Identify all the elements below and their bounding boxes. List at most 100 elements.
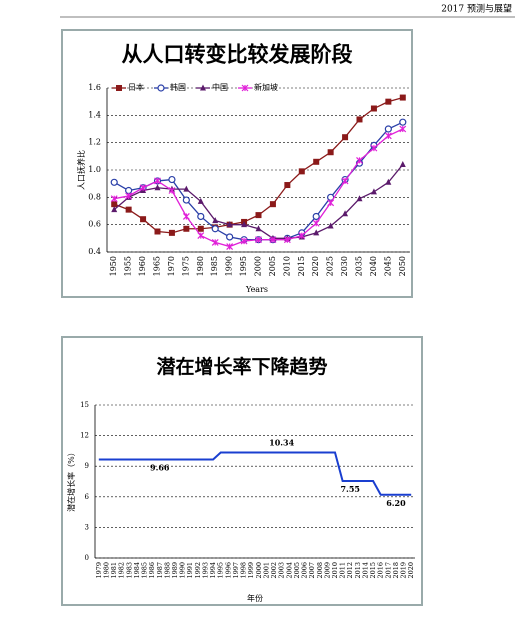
- x-tick-label: 1983: [125, 562, 133, 579]
- x-tick-label: 2008: [316, 562, 324, 579]
- y-tick-label: 0.4: [88, 247, 101, 256]
- x-tick-label: 2015: [297, 256, 306, 276]
- x-tick-label: 1991: [186, 562, 194, 579]
- chart-title: 从人口转变比较发展阶段: [122, 42, 353, 67]
- x-tick-label: 2011: [339, 562, 347, 579]
- x-tick-label: 2006: [301, 562, 309, 579]
- marker: [269, 201, 276, 208]
- marker: [313, 229, 320, 236]
- marker: [139, 184, 147, 192]
- x-tick-label: 1995: [217, 562, 225, 579]
- series-line: [98, 451, 412, 496]
- legend-label: 日本: [128, 82, 144, 92]
- x-tick-label: 2025: [326, 256, 335, 276]
- marker: [284, 182, 291, 189]
- marker: [370, 144, 378, 152]
- marker: [211, 225, 219, 233]
- marker: [111, 206, 118, 213]
- legend-label: 中国: [212, 82, 228, 92]
- x-tick-label: 2000: [254, 256, 263, 276]
- marker: [342, 210, 349, 217]
- marker: [240, 237, 248, 245]
- marker: [399, 161, 406, 168]
- marker: [370, 105, 377, 112]
- x-tick-label: 2010: [282, 256, 291, 276]
- x-tick-label: 2001: [262, 562, 270, 579]
- marker: [269, 236, 277, 244]
- x-tick-label: 2002: [270, 562, 278, 579]
- marker: [298, 232, 306, 240]
- chart-frame: [61, 336, 423, 606]
- marker: [197, 197, 204, 204]
- marker: [226, 233, 234, 241]
- x-tick-label: 1955: [124, 256, 133, 276]
- marker: [111, 201, 118, 208]
- x-tick-label: 1985: [141, 562, 149, 579]
- marker: [125, 192, 133, 200]
- x-tick-label: 1987: [156, 562, 164, 579]
- marker: [356, 116, 363, 123]
- marker: [183, 225, 190, 232]
- value-label: 10.34: [269, 438, 294, 448]
- x-axis-label: Years: [245, 285, 268, 294]
- x-tick-label: 2014: [361, 562, 369, 579]
- marker: [342, 134, 349, 141]
- x-tick-label: 2012: [346, 562, 354, 579]
- x-tick-label: 2020: [311, 256, 320, 276]
- marker: [399, 118, 407, 126]
- x-tick-label: 1980: [102, 562, 110, 579]
- x-tick-label: 1984: [133, 562, 141, 579]
- legend-marker: [241, 84, 249, 92]
- x-tick-label: 2000: [255, 562, 263, 579]
- x-tick-label: 1989: [171, 562, 179, 579]
- marker: [110, 195, 118, 203]
- y-tick-label: 3: [85, 523, 89, 531]
- legend-marker: [116, 85, 122, 91]
- x-tick-label: 1990: [225, 256, 234, 276]
- y-tick-label: 6: [85, 493, 90, 501]
- y-tick-label: 0.6: [88, 220, 101, 229]
- marker: [356, 195, 363, 202]
- x-tick-label: 2050: [398, 256, 407, 276]
- marker: [182, 196, 190, 204]
- marker: [197, 225, 204, 232]
- x-tick-label: 1990: [179, 562, 187, 579]
- marker: [183, 185, 190, 192]
- x-tick-label: 1980: [196, 256, 205, 276]
- marker: [197, 212, 205, 221]
- y-tick-label: 1.6: [88, 83, 101, 92]
- x-axis-label: 年份: [247, 593, 263, 603]
- marker: [327, 222, 334, 229]
- marker: [211, 239, 219, 246]
- x-tick-label: 2015: [369, 562, 377, 579]
- chart-title: 潜在增长率下降趋势: [156, 355, 327, 378]
- legend-marker: [200, 84, 206, 91]
- marker: [384, 132, 392, 140]
- chart-frame: [61, 29, 413, 298]
- legend-label: 韩国: [170, 82, 186, 92]
- marker: [140, 216, 147, 223]
- marker: [226, 221, 233, 228]
- x-tick-label: 1986: [148, 562, 156, 579]
- x-tick-label: 1950: [109, 256, 118, 276]
- x-tick-label: 1999: [247, 562, 255, 579]
- y-axis-label: 潜在增长率（%）: [66, 448, 76, 512]
- x-tick-label: 1996: [224, 562, 232, 579]
- marker: [197, 232, 205, 240]
- x-tick-label: 1998: [240, 562, 248, 579]
- marker: [313, 158, 320, 165]
- y-tick-label: 0: [85, 554, 89, 562]
- legend-marker: [157, 84, 165, 92]
- marker: [154, 184, 161, 191]
- y-tick-label: 12: [80, 432, 89, 440]
- marker: [168, 187, 176, 194]
- x-tick-label: 2017: [384, 562, 392, 579]
- marker: [399, 125, 407, 133]
- marker: [370, 188, 377, 195]
- marker: [298, 168, 305, 175]
- y-tick-label: 1.4: [88, 110, 101, 119]
- marker: [255, 236, 262, 244]
- y-tick-label: 0.8: [88, 192, 101, 201]
